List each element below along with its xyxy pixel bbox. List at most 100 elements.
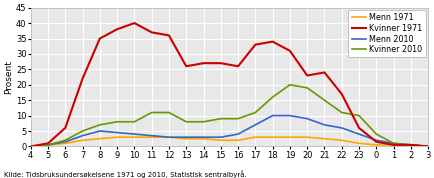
Kvinner 2010 [424,145,430,148]
Kvinner 1971 [321,71,326,74]
Kvinner 2010 [321,99,326,101]
Kvinner 2010 [235,118,240,120]
Menn 1971 [166,136,171,138]
Legend: Menn 1971, Kvinner 1971, Menn 2010, Kvinner 2010: Menn 1971, Kvinner 1971, Menn 2010, Kvin… [348,10,425,57]
Kvinner 1971 [355,127,361,129]
Menn 1971 [62,142,68,144]
Line: Kvinner 1971: Kvinner 1971 [31,23,427,146]
Kvinner 1971 [339,93,344,95]
Kvinner 1971 [390,144,395,146]
Kvinner 2010 [62,139,68,141]
Kvinner 1971 [80,78,85,80]
Menn 2010 [201,136,206,138]
Menn 2010 [97,130,102,132]
Menn 1971 [45,144,50,146]
Menn 1971 [183,138,188,140]
Menn 1971 [252,136,257,138]
Kvinner 2010 [252,111,257,114]
Kvinner 2010 [270,96,275,98]
Menn 2010 [252,124,257,126]
Menn 2010 [149,135,154,137]
Menn 2010 [62,141,68,143]
Kvinner 2010 [149,111,154,114]
Menn 1971 [201,138,206,140]
Menn 2010 [114,132,119,134]
Kvinner 2010 [408,144,413,146]
Kvinner 2010 [390,142,395,144]
Kvinner 1971 [62,127,68,129]
Kvinner 1971 [201,62,206,64]
Kvinner 1971 [424,145,430,148]
Kvinner 2010 [45,144,50,146]
Kvinner 1971 [132,22,137,24]
Kvinner 1971 [97,37,102,40]
Menn 2010 [321,124,326,126]
Menn 1971 [424,145,430,148]
Kvinner 1971 [166,34,171,36]
Line: Menn 2010: Menn 2010 [31,116,427,146]
Y-axis label: Prosent: Prosent [4,60,13,94]
Kvinner 1971 [286,50,292,52]
Menn 1971 [28,145,33,148]
Kvinner 1971 [183,65,188,67]
Menn 1971 [286,136,292,138]
Kvinner 1971 [28,145,33,148]
Menn 2010 [28,145,33,148]
Kvinner 2010 [201,121,206,123]
Line: Kvinner 2010: Kvinner 2010 [31,85,427,146]
Kvinner 2010 [132,121,137,123]
Menn 2010 [286,114,292,117]
Menn 1971 [390,144,395,146]
Menn 2010 [218,136,223,138]
Menn 1971 [355,142,361,144]
Menn 1971 [321,138,326,140]
Menn 2010 [339,127,344,129]
Menn 2010 [132,133,137,135]
Menn 1971 [408,144,413,146]
Kvinner 2010 [97,124,102,126]
Kvinner 1971 [235,65,240,67]
Menn 2010 [390,142,395,144]
Line: Menn 1971: Menn 1971 [31,137,427,146]
Menn 2010 [304,118,309,120]
Menn 1971 [149,136,154,138]
Kvinner 2010 [166,111,171,114]
Menn 1971 [80,139,85,141]
Kvinner 1971 [373,141,378,143]
Text: Kilde: Tidsbruksundersøkelsene 1971 og 2010, Statistisk sentralbyrå.: Kilde: Tidsbruksundersøkelsene 1971 og 2… [4,170,247,178]
Menn 1971 [97,138,102,140]
Menn 1971 [304,136,309,138]
Kvinner 1971 [252,44,257,46]
Kvinner 2010 [339,111,344,114]
Menn 2010 [373,139,378,141]
Kvinner 2010 [114,121,119,123]
Kvinner 1971 [149,31,154,33]
Menn 1971 [235,139,240,141]
Kvinner 1971 [218,62,223,64]
Menn 2010 [270,114,275,117]
Kvinner 1971 [408,144,413,146]
Kvinner 1971 [45,142,50,144]
Menn 2010 [424,145,430,148]
Kvinner 1971 [114,28,119,30]
Kvinner 1971 [304,74,309,77]
Menn 2010 [355,133,361,135]
Menn 1971 [373,144,378,146]
Menn 2010 [183,136,188,138]
Kvinner 2010 [183,121,188,123]
Menn 1971 [339,139,344,141]
Menn 1971 [114,136,119,138]
Kvinner 2010 [304,87,309,89]
Menn 2010 [80,135,85,137]
Kvinner 2010 [373,133,378,135]
Menn 2010 [45,144,50,146]
Kvinner 2010 [28,145,33,148]
Kvinner 2010 [218,118,223,120]
Menn 2010 [166,136,171,138]
Kvinner 2010 [80,130,85,132]
Menn 1971 [270,136,275,138]
Kvinner 1971 [270,41,275,43]
Menn 1971 [218,139,223,141]
Menn 2010 [235,133,240,135]
Kvinner 2010 [286,84,292,86]
